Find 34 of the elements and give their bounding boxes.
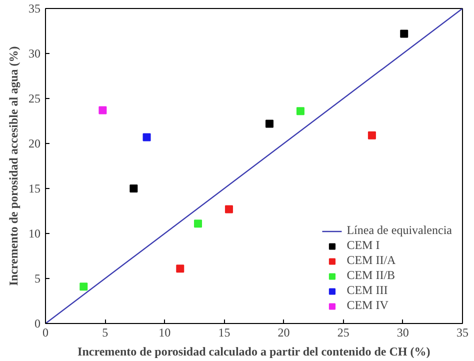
legend-label: CEM IV <box>346 298 388 313</box>
point <box>265 120 274 128</box>
point <box>98 106 107 114</box>
y-axis-title: Incremento de porosidad accesible al agua (%) <box>6 46 20 286</box>
point <box>176 264 184 273</box>
legend-label: CEM III <box>346 283 388 298</box>
x-tick-label: 10 <box>158 326 171 340</box>
point <box>80 282 88 291</box>
x-tick-label: 35 <box>456 326 468 340</box>
legend-label: Línea de equivalencia <box>346 223 452 238</box>
y-tick-label: 5 <box>34 272 40 286</box>
y-tick-label: 10 <box>28 226 40 240</box>
legend-label: CEM II/B <box>346 268 396 283</box>
point <box>130 184 138 192</box>
point <box>194 220 202 228</box>
x-tick-label: 5 <box>102 326 108 340</box>
x-axis-title: Incremento de porosidad calculado a partir del contenido de CH (%) <box>78 344 430 358</box>
y-tick-label: 20 <box>28 136 40 150</box>
y-tick-label: 0 <box>34 316 40 330</box>
point <box>368 131 376 140</box>
point <box>400 30 408 38</box>
x-tick-label: 30 <box>396 326 409 340</box>
x-tick-label: 20 <box>278 326 290 340</box>
x-tick-label: 25 <box>337 326 350 340</box>
legend-label: CEM II/A <box>346 253 396 268</box>
point <box>224 205 233 214</box>
legend-label: CEM I <box>346 238 380 253</box>
y-tick-label: 25 <box>28 92 40 106</box>
x-tick-label: 15 <box>218 326 230 340</box>
y-tick-label: 15 <box>28 182 40 196</box>
y-tick-label: 35 <box>28 2 40 16</box>
point <box>296 107 304 116</box>
y-tick-label: 30 <box>28 46 40 60</box>
point <box>142 133 151 142</box>
